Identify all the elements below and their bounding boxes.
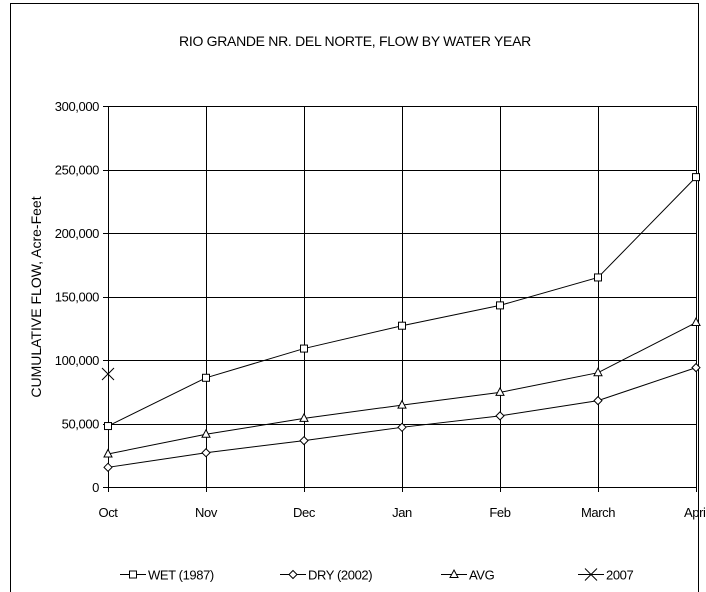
legend-label: AVG [469,568,495,583]
square-marker [202,373,210,382]
triangle-marker [397,399,407,409]
square-marker [496,301,504,310]
legend-label: WET (1987) [148,568,214,583]
diamond-marker [691,362,701,373]
series-1 [103,362,701,473]
y-axis-label: CUMULATIVE FLOW, Acre-Feet [28,196,44,397]
y-tick-label: 100,000 [55,353,99,368]
square-marker [104,422,112,431]
legend-item: WET (1987) [120,568,214,583]
y-tick-label: 200,000 [55,226,99,241]
y-tick-label: 250,000 [55,163,99,178]
legend-label: 2007 [606,568,633,583]
triangle-marker [593,367,603,377]
y-tick-label: 0 [92,480,99,495]
triangle-marker [495,386,505,396]
legend-item: DRY (2002) [280,568,373,583]
x-marker [584,568,598,581]
y-tick-label: 50,000 [62,417,100,432]
triangle-marker [103,448,113,458]
legend-item: 2007 [578,568,634,583]
square-marker [129,570,137,579]
diamond-marker [593,395,603,406]
x-tick-label: Nov [195,505,218,520]
legend: WET (1987) DRY (2002) AVG 2007 [120,568,634,583]
y-axis-tick-labels: 0 50,000 100,000 150,000 200,000 250,000 300,0… [55,99,100,495]
triangle-marker [449,568,459,578]
x-axis-tick-labels: Oct Nov Dec Jan Feb March April [98,505,706,520]
x-tick-label: Dec [293,505,316,520]
square-marker [300,344,308,353]
series-2 [103,316,701,458]
y-tick-label: 150,000 [55,290,99,305]
x-tick-label: Feb [489,505,510,520]
diamond-marker [288,569,298,580]
x-tick-label: March [581,505,615,520]
triangle-marker [201,428,211,438]
y-tick-label: 300,000 [55,99,99,114]
legend-label: DRY (2002) [308,568,372,583]
diamond-marker [103,462,113,473]
chart-title: RIO GRANDE NR. DEL NORTE, FLOW BY WATER … [179,33,531,49]
triangle-marker [299,412,309,422]
data-series [101,173,701,473]
square-marker [398,321,406,330]
x-tick-label: April [684,505,706,520]
diamond-marker [299,435,309,446]
diamond-marker [201,448,211,458]
triangle-marker [691,316,701,327]
diamond-marker [495,411,505,421]
series-0 [104,173,700,431]
x-tick-label: Oct [98,505,118,520]
diamond-marker [397,422,407,433]
square-marker [692,173,700,182]
series-3 [101,367,115,381]
x-tick-label: Jan [392,505,412,520]
x-marker [101,367,115,381]
square-marker [594,273,602,282]
legend-item: AVG [441,568,495,583]
